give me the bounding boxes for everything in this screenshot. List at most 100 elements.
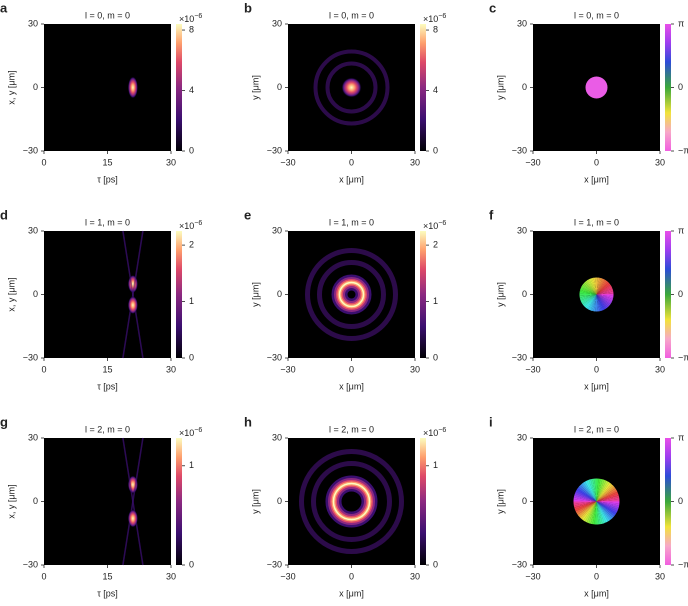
colorbar-tick-label: 0 (189, 352, 194, 362)
x-axis-label: τ [ps] (97, 174, 118, 184)
exponent-power: −6 (438, 427, 446, 434)
colorbar-tick-label: −π (678, 352, 688, 362)
phase-wedge (596, 294, 609, 308)
x-tick-label: −30 (280, 571, 295, 581)
intensity-ring (332, 482, 371, 521)
exponent-base: ×10 (423, 14, 438, 24)
phase-wedge (596, 294, 608, 309)
phase-wedge (596, 480, 608, 502)
colorbar-tick-label: 8 (189, 24, 194, 34)
panel-title: l = 2, m = 0 (574, 424, 619, 434)
x-tick-label: 30 (166, 364, 176, 374)
panel-letter: f (489, 207, 494, 222)
phase-wedge (596, 489, 618, 502)
phase-wedge (596, 501, 616, 517)
phase-wedge (596, 294, 601, 312)
panel-letter: c (489, 0, 496, 15)
panel-letter: d (0, 207, 8, 222)
x-tick-label: 15 (102, 364, 112, 374)
panel: b l = 0, m = 0 −30 0 30 −30 0 30 x [μm] y [μm] 0 4 8… (244, 0, 446, 184)
y-tick-label: 0 (522, 496, 527, 506)
phase-wedge (588, 479, 597, 502)
faint-ring (299, 449, 404, 554)
phase-wedge (596, 294, 614, 296)
phase-wedge (590, 478, 597, 502)
y-tick-label: 0 (522, 289, 527, 299)
phase-wedge (580, 501, 597, 520)
y-tick-label: −30 (267, 352, 282, 362)
phase-wedge (596, 294, 613, 302)
phase-wedge (596, 501, 609, 523)
phase-wedge (596, 294, 613, 301)
colorbar-tick-label: 1 (433, 296, 438, 306)
panel: h l = 2, m = 0 −30 0 30 −30 0 30 x [μm] y [μm] 0 1 ×… (244, 414, 446, 598)
phase-wedge (589, 294, 597, 311)
faint-ring (317, 260, 386, 329)
phase-wedge (596, 288, 613, 295)
y-tick-label: 30 (272, 432, 282, 442)
colorbar (665, 24, 671, 151)
phase-wedge (594, 501, 597, 525)
x-tick-label: 0 (41, 571, 46, 581)
phase-wedge (596, 493, 619, 502)
fringe (122, 437, 144, 566)
phase-wedge (586, 479, 597, 502)
phase-wedge (579, 290, 597, 295)
y-tick-label: 30 (28, 432, 38, 442)
exponent-power: −6 (194, 13, 202, 20)
phase-wedge (586, 501, 597, 524)
panel: f l = 1, m = 0 −30 0 30 −30 0 30 x [μm] y [μm] −π 0… (489, 207, 688, 391)
intensity-spot (127, 509, 138, 528)
phase-wedge (580, 287, 597, 295)
y-tick-label: 0 (33, 82, 38, 92)
phase-wedge (584, 480, 597, 502)
x-tick-label: 30 (655, 364, 665, 374)
exponent-power: −6 (438, 220, 446, 227)
colorbar-tick-label: 1 (189, 296, 194, 306)
y-tick-label: 30 (272, 18, 282, 28)
phase-wedge (596, 501, 607, 524)
phase-wedge (596, 283, 611, 295)
colorbar (420, 231, 426, 358)
y-tick-label: 30 (517, 18, 527, 28)
colorbar-tick-label: 8 (433, 24, 438, 34)
x-axis-label: x [μm] (339, 381, 364, 391)
colorbar-tick-label: 0 (678, 82, 683, 92)
y-tick-label: 0 (277, 496, 282, 506)
phase-wedge (580, 294, 597, 302)
x-tick-label: 0 (349, 364, 354, 374)
phase-wedge (596, 501, 610, 522)
phase-wedge (596, 278, 603, 295)
y-tick-label: −30 (512, 352, 527, 362)
colorbar-exponent: ×10−6 (423, 427, 446, 439)
phase-disk (585, 76, 608, 99)
exponent-base: ×10 (179, 14, 194, 24)
x-tick-label: 0 (594, 157, 599, 167)
faint-ring (311, 461, 392, 542)
phase-wedge (596, 287, 613, 295)
colorbar-tick-label: 0 (433, 352, 438, 362)
colorbar-tick-label: 1 (189, 460, 194, 470)
y-tick-label: 0 (277, 289, 282, 299)
panel-title: l = 0, m = 0 (329, 10, 374, 20)
phase-wedge (586, 294, 597, 310)
phase-wedge (596, 501, 620, 506)
phase-wedge (596, 290, 614, 295)
x-tick-label: 15 (102, 571, 112, 581)
x-tick-label: 30 (166, 571, 176, 581)
colorbar-tick-label: π (678, 225, 684, 235)
phase-wedge (596, 294, 607, 310)
phase-wedge (595, 294, 597, 312)
phase-wedge (596, 281, 609, 295)
y-tick-label: 30 (272, 225, 282, 235)
colorbar-exponent: ×10−6 (179, 13, 202, 25)
colorbar-exponent: ×10−6 (423, 13, 446, 25)
colorbar-tick-label: 1 (433, 460, 438, 470)
phase-wedge (596, 279, 607, 295)
y-tick-label: −30 (23, 352, 38, 362)
phase-wedge (573, 495, 597, 502)
y-axis-label: x, y [μm] (6, 277, 16, 311)
y-tick-label: 0 (33, 496, 38, 506)
phase-wedge (596, 501, 620, 504)
